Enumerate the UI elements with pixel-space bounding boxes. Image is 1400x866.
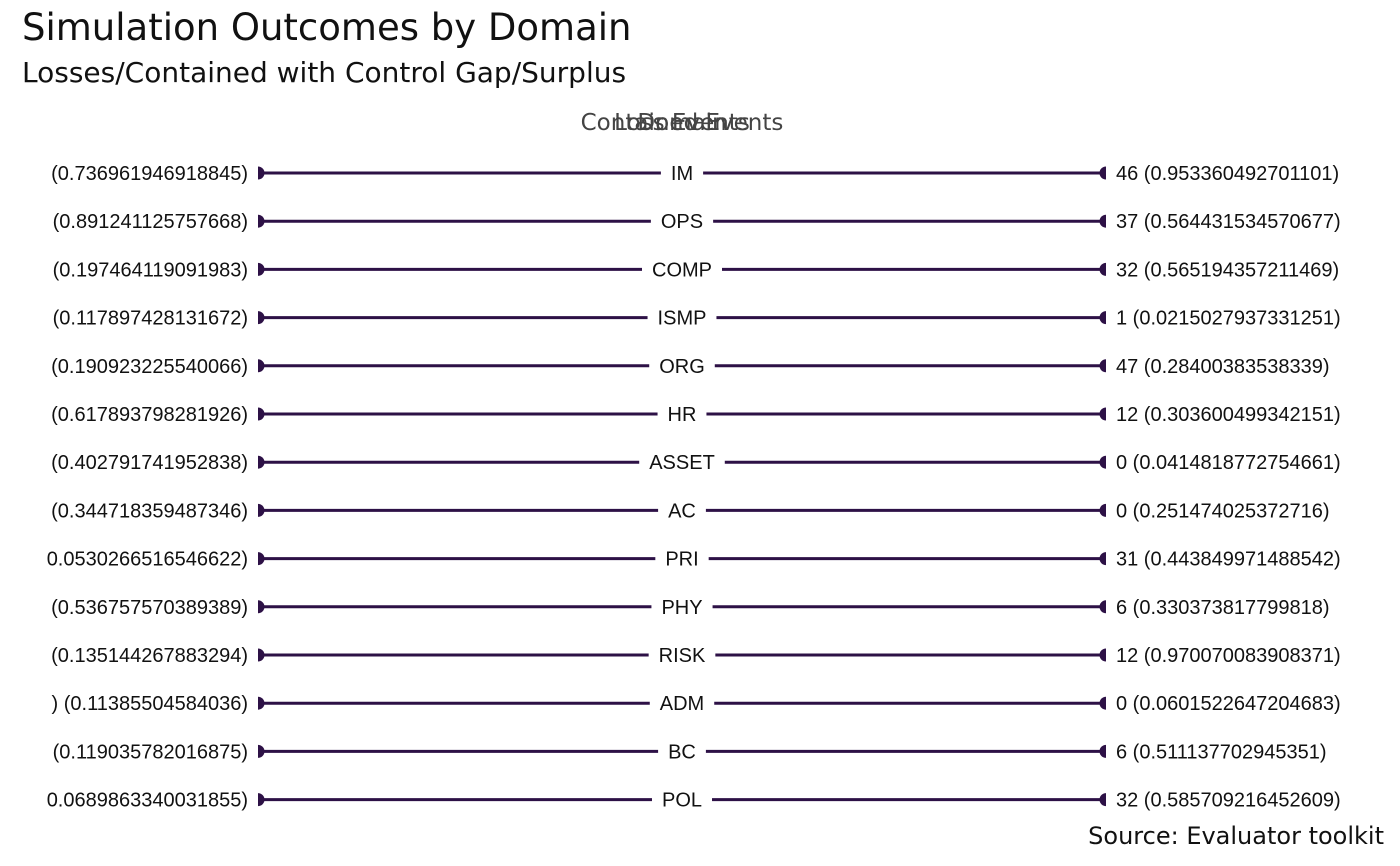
loss-value-label: (0.197464119091983) <box>53 259 248 281</box>
loss-value-label: (0.119035782016875) <box>53 741 248 763</box>
left-endpoint <box>258 503 265 517</box>
domain-label: ADM <box>660 693 704 715</box>
row-pri: PRI 0.0530266516546622) 31 (0.443849971488… <box>47 549 1341 571</box>
left-endpoint <box>258 311 265 325</box>
right-endpoint <box>1099 311 1106 325</box>
contained-value-label: 37 (0.564431534570677) <box>1116 211 1341 233</box>
loss-value-label: (0.736961946918845) <box>51 163 248 185</box>
left-endpoint <box>258 552 265 566</box>
domain-label: PHY <box>661 597 702 619</box>
contained-value-label: 6 (0.330373817799818) <box>1116 597 1330 619</box>
contained-value-label: 0 (0.251474025372716) <box>1116 500 1330 522</box>
contained-value-label: 12 (0.970070083908371) <box>1116 645 1341 667</box>
row-risk: RISK (0.135144267883294) 12 (0.97007008390… <box>51 645 1341 667</box>
left-endpoint <box>258 455 265 469</box>
column-header-0: Loss Events <box>614 110 750 136</box>
right-endpoint <box>1099 600 1106 614</box>
domain-label: OPS <box>661 211 703 233</box>
row-ismp: ISMP (0.117897428131672) 1 (0.021502793733… <box>53 308 1341 330</box>
row-im: IM (0.736961946918845) 46 (0.9533604927011… <box>51 163 1339 185</box>
loss-value-label: (0.617893798281926) <box>51 404 248 426</box>
left-endpoint <box>258 214 265 228</box>
left-endpoint <box>258 648 265 662</box>
loss-value-label: ) (0.11385504584036) <box>52 693 248 715</box>
right-endpoint <box>1099 793 1106 807</box>
loss-value-label: 0.0530266516546622) <box>47 549 248 571</box>
row-asset: ASSET (0.402791741952838) 0 (0.04148187727… <box>51 452 1341 474</box>
row-bc: BC (0.119035782016875) 6 (0.51113770294535… <box>53 741 1327 763</box>
domain-label: ORG <box>659 356 705 378</box>
right-endpoint <box>1099 166 1106 180</box>
left-endpoint <box>258 407 265 421</box>
contained-value-label: 32 (0.585709216452609) <box>1116 790 1341 812</box>
left-endpoint <box>258 359 265 373</box>
chart-subtitle: Losses/Contained with Control Gap/Surplu… <box>22 56 627 89</box>
row-pol: POL 0.0689863340031855) 32 (0.585709216452… <box>47 790 1341 812</box>
right-endpoint <box>1099 552 1106 566</box>
loss-value-label: (0.117897428131672) <box>53 308 248 330</box>
contained-value-label: 32 (0.565194357211469) <box>1116 259 1339 281</box>
loss-value-label: 0.0689863340031855) <box>47 790 248 812</box>
loss-value-label: (0.135144267883294) <box>51 645 248 667</box>
loss-value-label: (0.344718359487346) <box>51 500 248 522</box>
right-endpoint <box>1099 696 1106 710</box>
domain-label: IM <box>671 163 693 185</box>
right-endpoint <box>1099 214 1106 228</box>
row-hr: HR (0.617893798281926) 12 (0.3036004993421… <box>51 404 1341 426</box>
row-phy: PHY (0.536757570389389) 6 (0.3303738177998… <box>51 597 1329 619</box>
domain-label: ISMP <box>658 308 707 330</box>
domain-label: HR <box>668 404 697 426</box>
column-header-1: Domain <box>637 110 726 136</box>
domain-label: COMP <box>652 259 712 281</box>
left-endpoint <box>258 744 265 758</box>
domain-label: RISK <box>659 645 706 667</box>
left-endpoint <box>258 793 265 807</box>
contained-value-label: 1 (0.0215027937331251) <box>1116 308 1341 330</box>
contained-value-label: 47 (0.28400383538339) <box>1116 356 1330 378</box>
right-endpoint <box>1099 262 1106 276</box>
right-endpoint <box>1099 407 1106 421</box>
contained-value-label: 0 (0.0601522647204683) <box>1116 693 1341 715</box>
contained-value-label: 0 (0.0414818772754661) <box>1116 452 1341 474</box>
loss-value-label: (0.402791741952838) <box>51 452 248 474</box>
left-endpoint <box>258 166 265 180</box>
contained-value-label: 31 (0.443849971488542) <box>1116 549 1341 571</box>
row-ac: AC (0.344718359487346) 0 (0.25147402537271… <box>51 500 1329 522</box>
right-endpoint <box>1099 359 1106 373</box>
right-endpoint <box>1099 455 1106 469</box>
contained-value-label: 46 (0.953360492701101) <box>1116 163 1339 185</box>
row-comp: COMP (0.197464119091983) 32 (0.56519435721… <box>53 259 1340 281</box>
row-adm: ADM ) (0.11385504584036) 0 (0.060152264720… <box>52 693 1341 715</box>
chart-caption: Source: Evaluator toolkit <box>1088 822 1384 850</box>
loss-value-label: (0.891241125757668) <box>53 211 248 233</box>
chart-title: Simulation Outcomes by Domain <box>22 6 632 49</box>
chart-rows: IM (0.736961946918845) 46 (0.9533604927011… <box>47 163 1341 812</box>
domain-label: POL <box>662 790 702 812</box>
contained-value-label: 6 (0.511137702945351) <box>1116 741 1327 763</box>
right-endpoint <box>1099 648 1106 662</box>
row-ops: OPS (0.891241125757668) 37 (0.564431534570… <box>53 211 1341 233</box>
right-endpoint <box>1099 503 1106 517</box>
loss-value-label: (0.536757570389389) <box>51 597 248 619</box>
domain-label: BC <box>668 741 696 763</box>
right-endpoint <box>1099 744 1106 758</box>
left-endpoint <box>258 696 265 710</box>
row-org: ORG (0.190923225540066) 47 (0.284003835383… <box>51 356 1329 378</box>
domain-label: ASSET <box>649 452 715 474</box>
column-header-2: Contained Events <box>581 110 784 136</box>
contained-value-label: 12 (0.303600499342151) <box>1116 404 1341 426</box>
left-endpoint <box>258 262 265 276</box>
loss-value-label: (0.190923225540066) <box>51 356 248 378</box>
domain-label: PRI <box>665 549 698 571</box>
domain-label: AC <box>668 500 696 522</box>
left-endpoint <box>258 600 265 614</box>
